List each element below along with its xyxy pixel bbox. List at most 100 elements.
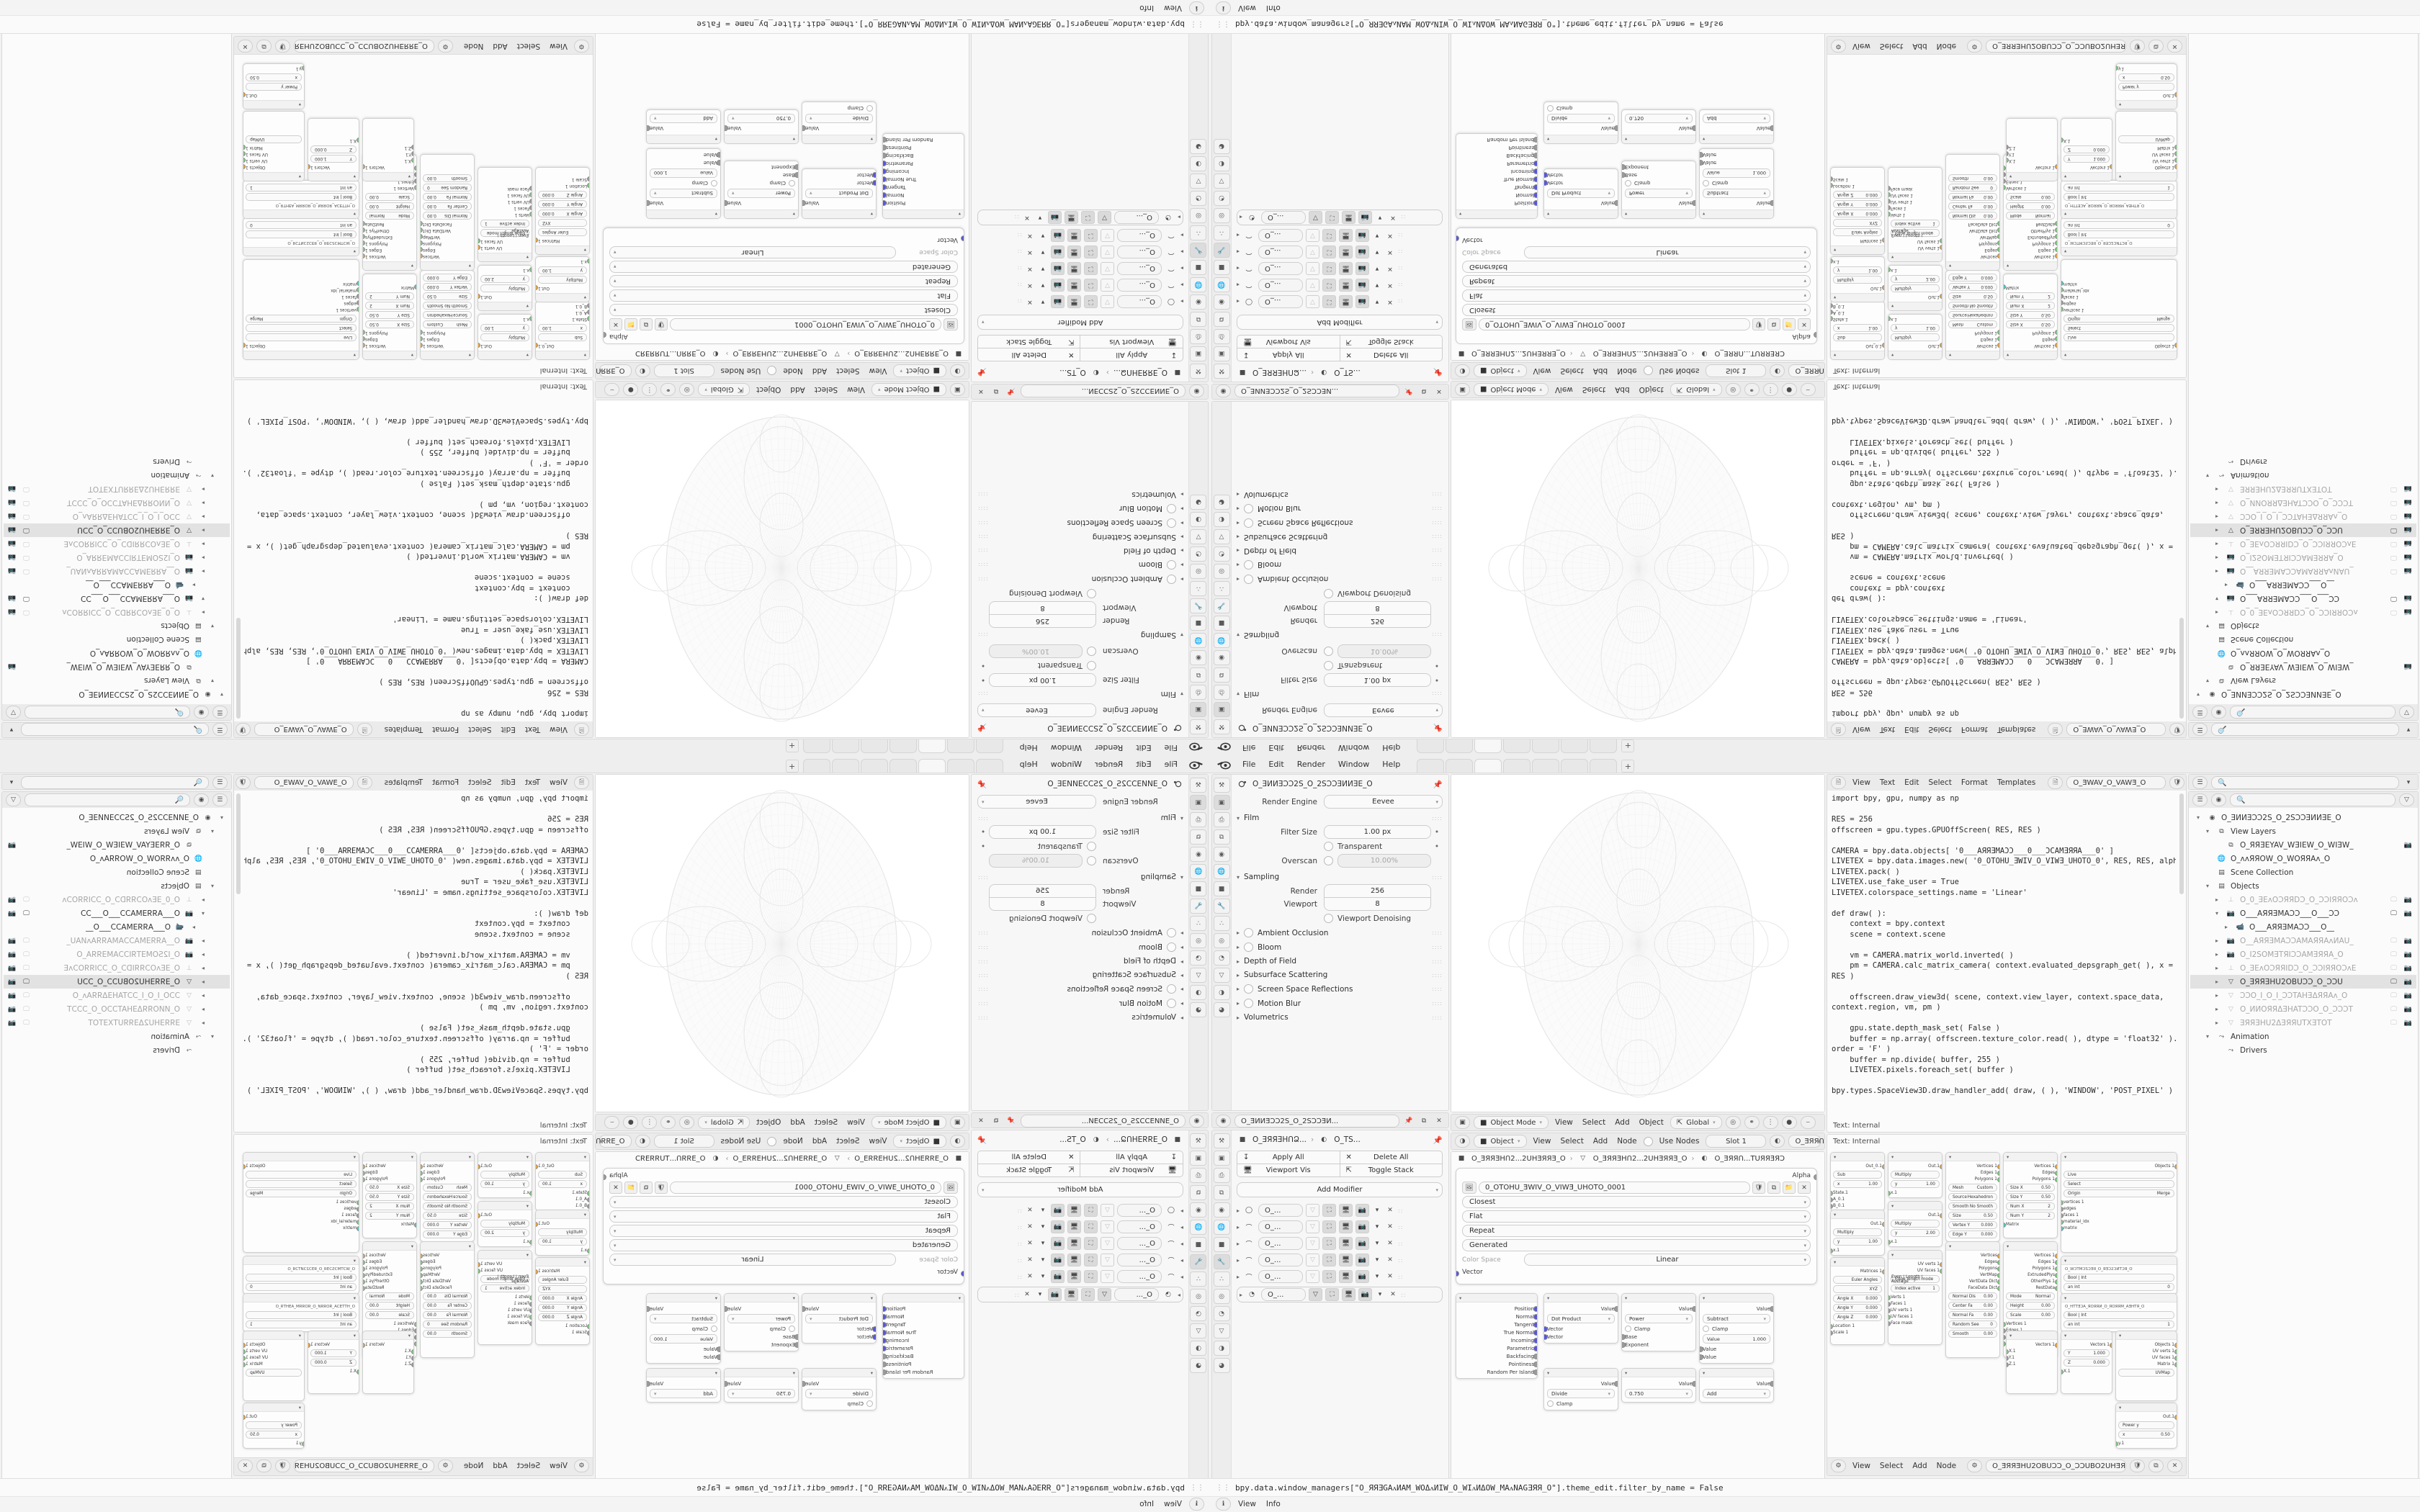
node-field[interactable]: Mode Normal: [365, 1292, 414, 1300]
properties-tab-10[interactable]: ◔: [1190, 1306, 1207, 1321]
grip-dots[interactable]: ::: [1016, 1240, 1022, 1247]
node-output-socket[interactable]: Matrices 1: [1833, 238, 1885, 244]
proportional-edit-icon[interactable]: ●: [623, 1116, 639, 1129]
node-field[interactable]: XYZ: [538, 1285, 587, 1293]
node-field[interactable]: Scale 0.00: [2006, 193, 2055, 201]
chevron-down-icon[interactable]: ▾: [1041, 1223, 1045, 1230]
properties-tab-12[interactable]: ◑: [1213, 985, 1230, 1000]
geonodes-icon[interactable]: ⚙: [437, 1459, 453, 1472]
modifier-name-field[interactable]: O_...: [1258, 246, 1304, 258]
modifier-render-toggle[interactable]: 📷: [1355, 295, 1370, 308]
geometry-node[interactable]: ▾ Vertices 1 Edges 1 Polygons 1 Mesh Custom So…: [420, 1152, 475, 1242]
modifier-realtime-toggle[interactable]: 🖥: [1067, 262, 1081, 275]
node-field[interactable]: Center Fa 0.00: [1948, 1302, 1997, 1310]
node-clamp-checkbox[interactable]: Clamp: [1547, 104, 1615, 112]
text-name-field[interactable]: O_ƎWAV_O_VAWƎ_O: [2066, 723, 2166, 736]
material-icon[interactable]: ◐: [635, 364, 650, 377]
sampling-render-input[interactable]: 256: [989, 884, 1096, 898]
node-input-socket[interactable]: matrix: [246, 1225, 359, 1231]
properties-tab-13[interactable]: ◕: [1190, 139, 1207, 154]
section-checkbox[interactable]: [1244, 504, 1254, 513]
workspace-tab[interactable]: [975, 739, 1003, 753]
node-input-socket[interactable]: Scale 1: [538, 1329, 590, 1336]
geometry-node[interactable]: ▾ Position Normal Tangent True Normal Incomin…: [882, 133, 964, 219]
outliner-item[interactable]: ▸ ▽ ƆƆO_I_O_I_ƆƆTAHƎΔЯЯAᴧ_O 🖵 📷: [4, 510, 230, 523]
node-field[interactable]: Index active 1: [480, 1284, 529, 1292]
node-input-socket[interactable]: matrix: [2061, 281, 2174, 287]
outliner-item[interactable]: ▾ ⧉ View Layers: [2190, 674, 2416, 688]
node-operation-dropdown[interactable]: Multiply: [480, 1220, 529, 1228]
properties-tab-2[interactable]: ⎙: [1190, 812, 1207, 827]
node-header[interactable]: ▾: [1831, 351, 1884, 359]
source-dropdown[interactable]: Generated ▾: [1462, 261, 1811, 273]
node-input-socket[interactable]: matrix: [246, 281, 359, 287]
camera-off-icon[interactable]: 📷: [7, 991, 17, 999]
node-input-socket[interactable]: material_idx: [2061, 1218, 2174, 1225]
modifier-cage-toggle[interactable]: ⛶: [1083, 1220, 1098, 1233]
grip-dots[interactable]: ::: [1016, 248, 1022, 256]
filter-icon[interactable]: ▽: [2399, 706, 2414, 719]
node-input-socket[interactable]: X.1: [2061, 1368, 2110, 1374]
text-menu-format[interactable]: Format: [432, 725, 460, 734]
node-header[interactable]: ▾: [883, 210, 964, 218]
render-section-0[interactable]: ▸ Ambient Occlusion::::: [977, 928, 1183, 937]
outliner-item[interactable]: ▸ ▽ ƆƆO_I_O_I_ƆƆTAHƎΔЯЯAᴧ_O 🖵 📷: [2190, 989, 2416, 1002]
outliner-search-input[interactable]: 🔍: [2230, 793, 2396, 806]
render-section-2[interactable]: ▸ Depth of Field::::: [1237, 546, 1443, 555]
modifier-editmode-toggle[interactable]: ▽: [1100, 1204, 1114, 1217]
node-output-socket[interactable]: Edges: [2006, 336, 2058, 343]
delete-all-button[interactable]: ✕ Delete All: [1340, 348, 1443, 361]
node-field[interactable]: y 1.00: [480, 1180, 529, 1188]
interpolation-dropdown[interactable]: Closest ▾: [1462, 1196, 1811, 1208]
workspace-tab[interactable]: [1417, 759, 1445, 773]
outliner-item[interactable]: ▸ ⊥ O_ƎЕᴧOƆЯЯIDƆ_O_ƆƆIЯЯOƆᴧЕ 🖵 📷: [4, 537, 230, 551]
geometry-node[interactable]: ▾ Vertices 1 Edges Polygons 1 Size X 0.50 Size…: [2003, 274, 2058, 360]
outliner-tree[interactable]: ▾ ◉ O_ƎИИƎƆƆ2S_O_2SƆƆƎИИƎE_O ▾ ⧉ View Layers ⧉…: [2, 808, 231, 1493]
properties-tab-2[interactable]: ⎙: [1213, 812, 1230, 827]
grip-dots[interactable]: ::: [1016, 1273, 1022, 1280]
shader-mode-dropdown[interactable]: ■ Object ▾: [1474, 1135, 1527, 1148]
node-field[interactable]: Mode Normal: [2006, 1292, 2055, 1300]
node-field[interactable]: Normal Dis 0.00: [1948, 212, 1997, 220]
monitor-icon[interactable]: 🖵: [23, 991, 30, 999]
properties-tab-12[interactable]: ◑: [1213, 512, 1230, 527]
pin-icon[interactable]: 📌: [1007, 387, 1016, 395]
node-input-socket[interactable]: x.1: [1831, 1247, 1882, 1254]
material-icon[interactable]: ◐: [1770, 1135, 1785, 1148]
shader-menu-node[interactable]: Node: [783, 366, 803, 375]
camera-on-icon[interactable]: 📷: [7, 526, 17, 534]
node-field[interactable]: Euler Angles: [538, 228, 587, 236]
node-input-socket[interactable]: x.1: [480, 267, 532, 274]
node-field[interactable]: x 0.50: [2118, 1431, 2174, 1439]
node-field[interactable]: Y 1.000: [310, 155, 357, 163]
node-field[interactable]: y 2.00: [480, 275, 529, 283]
modifier-delete-icon[interactable]: ✕: [1387, 248, 1393, 256]
node-input-socket[interactable]: faces 1: [246, 294, 359, 300]
info-menu-view[interactable]: View: [1164, 4, 1182, 12]
node-output-socket[interactable]: Polygons 1: [362, 1176, 414, 1182]
node-field[interactable]: Normal Fa 0.00: [423, 1311, 472, 1319]
scene-name-field[interactable]: O_ƎИИƎƆƆ2S_O_2SƆƆƎИ...: [1021, 1115, 1186, 1128]
modifier-realtime-toggle[interactable]: 🖥: [1339, 1254, 1353, 1266]
node-header[interactable]: ▾: [1544, 210, 1618, 218]
section-checkbox[interactable]: [1166, 560, 1176, 570]
properties-tab-9[interactable]: ◎: [1190, 208, 1207, 223]
node-field[interactable]: Size 0.50: [1948, 292, 1997, 300]
modifier-editmode-toggle[interactable]: ▽: [1306, 295, 1320, 308]
node-header[interactable]: ▾: [1831, 1153, 1884, 1161]
use-nodes-checkbox[interactable]: Use Nodes: [1643, 1136, 1703, 1146]
close-icon[interactable]: ✕: [2167, 40, 2182, 53]
node-field[interactable]: x 1.00: [538, 324, 587, 332]
modifier-realtime-toggle[interactable]: 🖥: [1342, 1288, 1356, 1301]
node-output-socket[interactable]: VertMap: [1948, 1272, 1999, 1278]
section-sampling[interactable]: ▾ Sampling ::::: [1237, 631, 1443, 639]
geometry-node[interactable]: ▾ Objects 1 Live Select Origin Merge vertices …: [243, 1152, 359, 1253]
geonode-menu-view[interactable]: View: [550, 1462, 568, 1470]
node-output-socket[interactable]: Vectors 1: [362, 164, 411, 171]
node-header[interactable]: ▾: [1622, 1369, 1695, 1377]
alpha-output-socket[interactable]: Alpha: [1462, 332, 1817, 340]
disclosure-triangle-icon[interactable]: ▾: [2206, 828, 2210, 834]
camera-off-icon[interactable]: 📷: [7, 964, 17, 972]
node-field[interactable]: x 1.00: [1833, 324, 1882, 332]
